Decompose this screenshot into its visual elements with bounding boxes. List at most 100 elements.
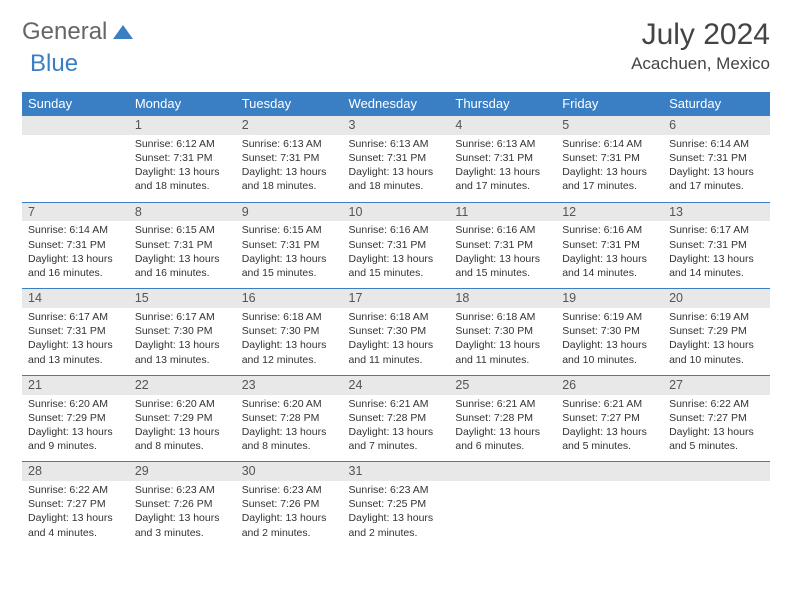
calendar-table: Sunday Monday Tuesday Wednesday Thursday…	[22, 92, 770, 548]
sunrise-text: Sunrise: 6:20 AM	[242, 397, 337, 411]
sunrise-text: Sunrise: 6:15 AM	[242, 223, 337, 237]
day-number: 13	[663, 202, 770, 222]
calendar-day-cell: 17Sunrise: 6:18 AMSunset: 7:30 PMDayligh…	[343, 288, 450, 375]
calendar-day-cell	[663, 461, 770, 548]
day-number: 21	[22, 375, 129, 395]
sunset-text: Sunset: 7:30 PM	[562, 324, 657, 338]
daylight-text: Daylight: 13 hours and 9 minutes.	[28, 425, 123, 453]
weekday-header-row: Sunday Monday Tuesday Wednesday Thursday…	[22, 92, 770, 115]
day-details: Sunrise: 6:16 AMSunset: 7:31 PMDaylight:…	[343, 221, 450, 288]
daylight-text: Daylight: 13 hours and 16 minutes.	[135, 252, 230, 280]
sunrise-text: Sunrise: 6:23 AM	[242, 483, 337, 497]
daylight-text: Daylight: 13 hours and 11 minutes.	[349, 338, 444, 366]
sunrise-text: Sunrise: 6:16 AM	[562, 223, 657, 237]
daylight-text: Daylight: 13 hours and 6 minutes.	[455, 425, 550, 453]
calendar-day-cell: 16Sunrise: 6:18 AMSunset: 7:30 PMDayligh…	[236, 288, 343, 375]
sunrise-text: Sunrise: 6:13 AM	[349, 137, 444, 151]
daylight-text: Daylight: 13 hours and 13 minutes.	[28, 338, 123, 366]
day-number: 25	[449, 375, 556, 395]
sunset-text: Sunset: 7:31 PM	[455, 151, 550, 165]
sunrise-text: Sunrise: 6:14 AM	[562, 137, 657, 151]
daylight-text: Daylight: 13 hours and 18 minutes.	[135, 165, 230, 193]
day-details: Sunrise: 6:17 AMSunset: 7:30 PMDaylight:…	[129, 308, 236, 375]
calendar-day-cell: 9Sunrise: 6:15 AMSunset: 7:31 PMDaylight…	[236, 202, 343, 289]
daylight-text: Daylight: 13 hours and 5 minutes.	[562, 425, 657, 453]
sunrise-text: Sunrise: 6:18 AM	[349, 310, 444, 324]
day-details: Sunrise: 6:18 AMSunset: 7:30 PMDaylight:…	[449, 308, 556, 375]
logo-triangle-icon	[111, 23, 135, 41]
day-details: Sunrise: 6:18 AMSunset: 7:30 PMDaylight:…	[343, 308, 450, 375]
day-number: 22	[129, 375, 236, 395]
day-number: 9	[236, 202, 343, 222]
daylight-text: Daylight: 13 hours and 8 minutes.	[242, 425, 337, 453]
day-number: 29	[129, 461, 236, 481]
day-details: Sunrise: 6:18 AMSunset: 7:30 PMDaylight:…	[236, 308, 343, 375]
daylight-text: Daylight: 13 hours and 11 minutes.	[455, 338, 550, 366]
day-details: Sunrise: 6:13 AMSunset: 7:31 PMDaylight:…	[236, 135, 343, 202]
day-number: 23	[236, 375, 343, 395]
sunset-text: Sunset: 7:27 PM	[562, 411, 657, 425]
day-details: Sunrise: 6:14 AMSunset: 7:31 PMDaylight:…	[556, 135, 663, 202]
daylight-text: Daylight: 13 hours and 14 minutes.	[562, 252, 657, 280]
sunset-text: Sunset: 7:28 PM	[455, 411, 550, 425]
calendar-day-cell: 18Sunrise: 6:18 AMSunset: 7:30 PMDayligh…	[449, 288, 556, 375]
day-details: Sunrise: 6:17 AMSunset: 7:31 PMDaylight:…	[22, 308, 129, 375]
calendar-week-row: 14Sunrise: 6:17 AMSunset: 7:31 PMDayligh…	[22, 288, 770, 375]
day-number: 7	[22, 202, 129, 222]
sunrise-text: Sunrise: 6:14 AM	[28, 223, 123, 237]
day-number: 17	[343, 288, 450, 308]
daylight-text: Daylight: 13 hours and 14 minutes.	[669, 252, 764, 280]
calendar-day-cell: 15Sunrise: 6:17 AMSunset: 7:30 PMDayligh…	[129, 288, 236, 375]
day-number: 10	[343, 202, 450, 222]
logo-text-1: General	[22, 18, 107, 46]
calendar-day-cell: 4Sunrise: 6:13 AMSunset: 7:31 PMDaylight…	[449, 115, 556, 202]
calendar-day-cell: 20Sunrise: 6:19 AMSunset: 7:29 PMDayligh…	[663, 288, 770, 375]
day-number-empty	[556, 461, 663, 481]
day-number: 12	[556, 202, 663, 222]
sunrise-text: Sunrise: 6:15 AM	[135, 223, 230, 237]
day-details: Sunrise: 6:16 AMSunset: 7:31 PMDaylight:…	[556, 221, 663, 288]
sunset-text: Sunset: 7:31 PM	[135, 151, 230, 165]
day-number: 2	[236, 115, 343, 135]
daylight-text: Daylight: 13 hours and 2 minutes.	[242, 511, 337, 539]
calendar-week-row: 28Sunrise: 6:22 AMSunset: 7:27 PMDayligh…	[22, 461, 770, 548]
calendar-day-cell: 23 Sunrise: 6:20 AMSunset: 7:28 PMDayligh…	[236, 375, 343, 462]
day-number: 18	[449, 288, 556, 308]
weekday-header: Friday	[556, 92, 663, 115]
day-number: 3	[343, 115, 450, 135]
sunrise-text: Sunrise: 6:22 AM	[28, 483, 123, 497]
sunset-text: Sunset: 7:31 PM	[562, 238, 657, 252]
sunset-text: Sunset: 7:31 PM	[242, 238, 337, 252]
day-details: Sunrise: 6:14 AMSunset: 7:31 PMDaylight:…	[663, 135, 770, 202]
day-number: 27	[663, 375, 770, 395]
day-number-empty	[663, 461, 770, 481]
daylight-text: Daylight: 13 hours and 17 minutes.	[562, 165, 657, 193]
sunset-text: Sunset: 7:31 PM	[135, 238, 230, 252]
sunset-text: Sunset: 7:31 PM	[349, 151, 444, 165]
calendar-day-cell: 5Sunrise: 6:14 AMSunset: 7:31 PMDaylight…	[556, 115, 663, 202]
calendar-day-cell: 7Sunrise: 6:14 AMSunset: 7:31 PMDaylight…	[22, 202, 129, 289]
weekday-header: Thursday	[449, 92, 556, 115]
calendar-day-cell: 13Sunrise: 6:17 AMSunset: 7:31 PMDayligh…	[663, 202, 770, 289]
daylight-text: Daylight: 13 hours and 5 minutes.	[669, 425, 764, 453]
daylight-text: Daylight: 13 hours and 2 minutes.	[349, 511, 444, 539]
calendar-day-cell: 25Sunrise: 6:21 AMSunset: 7:28 PMDayligh…	[449, 375, 556, 462]
calendar-day-cell: 28Sunrise: 6:22 AMSunset: 7:27 PMDayligh…	[22, 461, 129, 548]
calendar-day-cell: 30Sunrise: 6:23 AMSunset: 7:26 PMDayligh…	[236, 461, 343, 548]
calendar-day-cell: 2Sunrise: 6:13 AMSunset: 7:31 PMDaylight…	[236, 115, 343, 202]
calendar-day-cell: 8Sunrise: 6:15 AMSunset: 7:31 PMDaylight…	[129, 202, 236, 289]
day-details: Sunrise: 6:20 AMSunset: 7:29 PMDaylight:…	[129, 395, 236, 462]
daylight-text: Daylight: 13 hours and 18 minutes.	[242, 165, 337, 193]
day-number: 6	[663, 115, 770, 135]
sunset-text: Sunset: 7:31 PM	[242, 151, 337, 165]
sunset-text: Sunset: 7:28 PM	[242, 411, 337, 425]
day-number: 15	[129, 288, 236, 308]
day-details: Sunrise: 6:19 AMSunset: 7:29 PMDaylight:…	[663, 308, 770, 375]
day-details: Sunrise: 6:21 AMSunset: 7:28 PMDaylight:…	[343, 395, 450, 462]
sunset-text: Sunset: 7:30 PM	[242, 324, 337, 338]
day-number: 20	[663, 288, 770, 308]
sunset-text: Sunset: 7:28 PM	[349, 411, 444, 425]
day-details-empty	[449, 481, 556, 505]
day-details: Sunrise: 6:21 AMSunset: 7:28 PMDaylight:…	[449, 395, 556, 462]
sunset-text: Sunset: 7:25 PM	[349, 497, 444, 511]
